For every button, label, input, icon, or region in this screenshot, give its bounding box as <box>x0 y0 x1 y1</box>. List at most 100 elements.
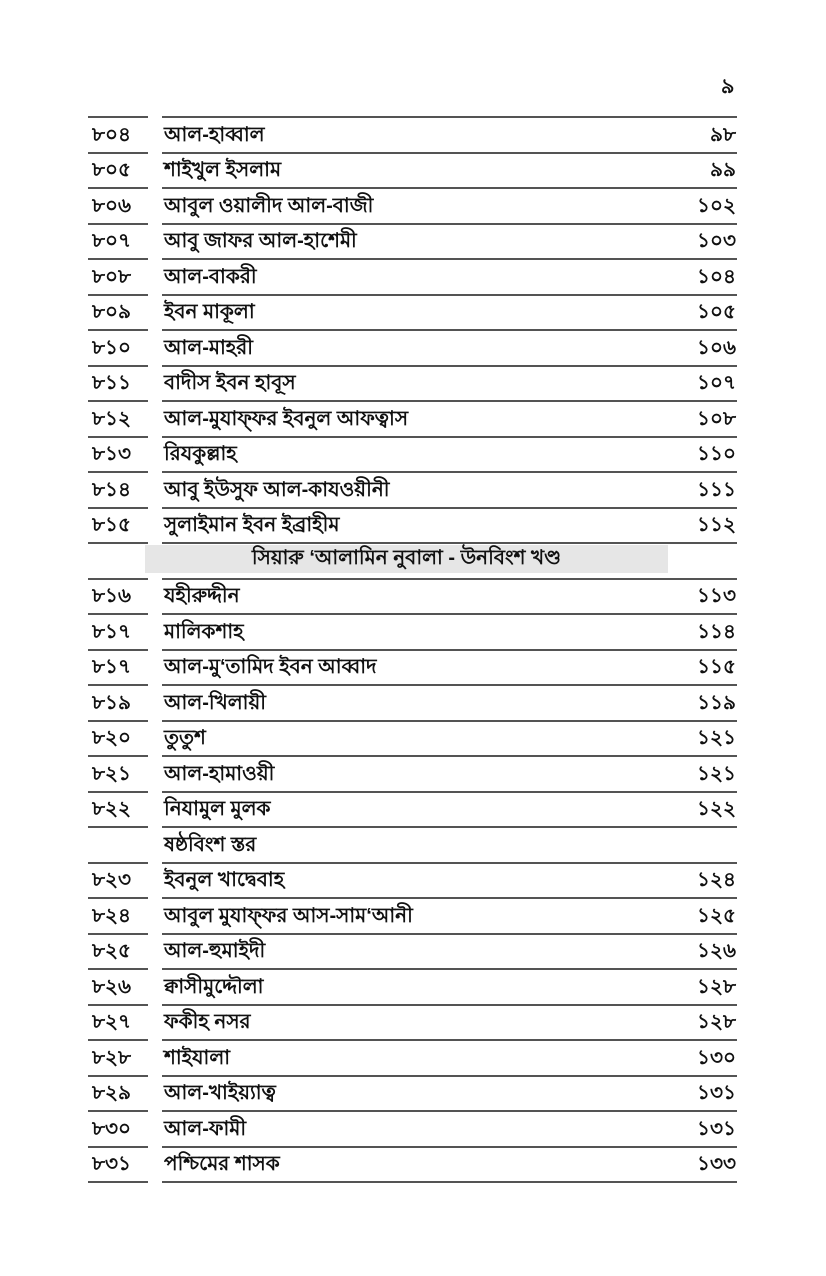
column-gap <box>148 933 162 969</box>
entry-number: ৮০৭ <box>88 222 148 259</box>
entry-content-cell: তুতুশ ১২১ <box>162 719 737 756</box>
column-gap <box>148 684 162 720</box>
entry-content-cell: আবু জাফর আল-হাশেমী ১০৩ <box>162 222 737 259</box>
column-gap <box>148 1039 162 1075</box>
column-gap <box>148 897 162 933</box>
entry-number: ৮০৯ <box>88 293 148 330</box>
column-gap <box>148 400 162 436</box>
entry-content-cell: আল-হামাওয়ী ১২১ <box>162 755 737 791</box>
entry-title: আল-হামাওয়ী <box>164 762 275 785</box>
toc-row: ৮২৩ ইবনুল খাদ্বেবাহ ১২৪ <box>88 861 737 898</box>
toc-row: ৮১১ বাদীস ইবন হাবূস ১০৭ <box>88 364 737 401</box>
subsection-label: ষষ্ঠবিংশ স্তর <box>164 833 257 856</box>
toc-row: ৮০৬ আবুল ওয়ালীদ আল-বাজী ১০২ <box>88 187 737 223</box>
entry-number <box>88 826 148 862</box>
toc-row: সিয়ারু ‘আলামিন নুবালা - উনবিংশ খণ্ড <box>88 542 737 578</box>
entry-title: আবু ইউসুফ আল-কাযওয়ীনী <box>164 478 390 501</box>
toc-row: ৮০৮ আল-বাকরী ১০৪ <box>88 258 737 294</box>
entry-number: ৮২৭ <box>88 1003 148 1040</box>
toc-row: ৮২৫ আল-হুমাইদী ১২৬ <box>88 932 737 969</box>
entry-title: রিযকুল্লাহ <box>164 443 237 466</box>
entry-content-cell: ষষ্ঠবিংশ স্তর <box>162 826 737 862</box>
entry-content-cell: শাইযালা ১৩০ <box>162 1039 737 1075</box>
entry-content-cell: যহীরুদ্দীন ১১৩ <box>162 577 737 614</box>
entry-content-cell: ফকীহ নসর ১২৮ <box>162 1003 737 1040</box>
column-gap <box>148 116 162 152</box>
entry-content-cell: বাদীস ইবন হাবূস ১০৭ <box>162 364 737 401</box>
entry-page: ৯৮ <box>710 123 736 146</box>
entry-content-cell: আবুল মুযাফ্ফর আস-সাম‘আনী ১২৫ <box>162 897 737 933</box>
column-gap <box>148 755 162 791</box>
toc-row: ৮২৮ শাইযালা ১৩০ <box>88 1039 737 1075</box>
toc-row: ৮২৭ ফকীহ নসর ১২৮ <box>88 1003 737 1040</box>
entry-title: যহীরুদ্দীন <box>164 585 240 608</box>
entry-number: ৮১৪ <box>88 471 148 507</box>
entry-title: আল-হাব্বাল <box>164 123 265 146</box>
column-gap <box>148 223 162 259</box>
entry-content-cell: আল-খিলায়ী ১১৯ <box>162 684 737 720</box>
entry-page: ১২৪ <box>697 869 736 892</box>
entry-page: ১৩১ <box>697 1082 736 1105</box>
entry-page: ১৩০ <box>697 1046 736 1069</box>
entry-page: ১২১ <box>697 727 736 750</box>
entry-title: আল-মুযাফ্ফর ইবনুল আফত্বাস <box>164 407 409 430</box>
entry-page: ১১১ <box>697 478 736 501</box>
toc-row: ৮১৩ রিযকুল্লাহ ১১০ <box>88 435 737 472</box>
entry-content-cell: আবুল ওয়ালীদ আল-বাজী ১০২ <box>162 187 737 223</box>
toc-row: ৮২০ তুতুশ ১২১ <box>88 719 737 756</box>
column-gap <box>148 1110 162 1146</box>
entry-page: ১৩১ <box>697 1117 736 1140</box>
column-gap <box>148 826 162 862</box>
entry-page: ১২১ <box>697 762 736 785</box>
entry-page: ১০৩ <box>697 230 736 253</box>
entry-page: ১২৮ <box>697 1011 736 1034</box>
entry-number: ৮১৯ <box>88 684 148 720</box>
toc-table: ৮০৪ আল-হাব্বাল ৯৮ ৮০৫ শাইখুল ইসলাম ৯৯ ৮০৬ আবুল … <box>88 116 737 1183</box>
entry-number: ৮১১ <box>88 364 148 401</box>
toc-row: ৮৩০ আল-ফামী ১৩১ <box>88 1110 737 1146</box>
entry-content-cell: ইবন মাকূলা ১০৫ <box>162 293 737 330</box>
entry-number: ৮১৭ <box>88 648 148 685</box>
column-gap <box>148 578 162 614</box>
bottom-rule-left <box>88 1181 148 1183</box>
column-gap <box>148 1146 162 1182</box>
column-gap <box>148 862 162 898</box>
toc-row: ৮১০ আল-মাহরী ১০৬ <box>88 329 737 365</box>
toc-row: ষষ্ঠবিংশ স্তর <box>88 826 737 862</box>
entry-title: পশ্চিমের শাসক <box>164 1153 280 1176</box>
entry-page: ১১০ <box>697 443 736 466</box>
column-gap <box>148 258 162 294</box>
entry-content-cell: আল-ফামী ১৩১ <box>162 1110 737 1146</box>
entry-content-cell: নিযামুল মুলক ১২২ <box>162 790 737 827</box>
entry-page: ১০৫ <box>697 301 736 324</box>
toc-row: ৮০৯ ইবন মাকূলা ১০৫ <box>88 293 737 330</box>
entry-page: ১১৯ <box>697 691 736 714</box>
toc-row: ৮২১ আল-হামাওয়ী ১২১ <box>88 755 737 791</box>
entry-number: ৮১৫ <box>88 506 148 543</box>
entry-content-cell: আল-মাহরী ১০৬ <box>162 329 737 365</box>
entry-number: ৮২২ <box>88 790 148 827</box>
entry-page: ১০৬ <box>697 336 736 359</box>
toc-row: ৮১৭ আল-মু‘তামিদ ইবন আব্বাদ ১১৫ <box>88 648 737 685</box>
entry-page: ১১২ <box>697 514 736 537</box>
entry-number: ৮২৮ <box>88 1039 148 1075</box>
entry-page: ১১৫ <box>697 656 736 679</box>
entry-number: ৮১০ <box>88 329 148 365</box>
column-gap <box>148 649 162 685</box>
entry-content-cell: পশ্চিমের শাসক ১৩৩ <box>162 1145 737 1182</box>
entry-title: ফকীহ নসর <box>164 1011 251 1034</box>
toc-row: ৮২৬ ক্বাসীমুদ্দৌলা ১২৮ <box>88 968 737 1004</box>
column-gap <box>148 507 162 543</box>
section-header-text: সিয়ারু ‘আলামিন নুবালা - উনবিংশ খণ্ড <box>251 546 562 569</box>
entry-number: ৮১৬ <box>88 577 148 614</box>
column-gap <box>148 294 162 330</box>
column-gap <box>148 436 162 472</box>
toc-row: ৮৩১ পশ্চিমের শাসক ১৩৩ <box>88 1145 737 1182</box>
entry-page: ১২৬ <box>697 940 736 963</box>
entry-content-cell: আল-খাইয়্যাত্ব ১৩১ <box>162 1074 737 1111</box>
entry-title: ইবন মাকূলা <box>164 301 255 324</box>
entry-number: ৮২৯ <box>88 1074 148 1111</box>
entry-content-cell <box>162 542 737 578</box>
entry-number: ৮২৩ <box>88 861 148 898</box>
